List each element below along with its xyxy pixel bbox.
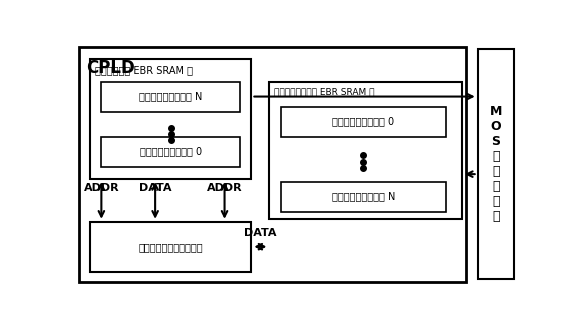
Text: 频率及占空比寄存器 0: 频率及占空比寄存器 0 bbox=[332, 117, 394, 126]
FancyBboxPatch shape bbox=[269, 82, 462, 219]
Text: ADDR: ADDR bbox=[84, 183, 119, 193]
Text: 频率及占空比寄存器 N: 频率及占空比寄存器 N bbox=[332, 192, 395, 202]
Text: M
O
S
管
输
出
模
块: M O S 管 输 出 模 块 bbox=[490, 105, 502, 223]
Text: 高速脉冲输出 EBR SRAM 块: 高速脉冲输出 EBR SRAM 块 bbox=[95, 65, 192, 75]
FancyBboxPatch shape bbox=[280, 107, 446, 136]
Text: 频率及占空比比较状态机: 频率及占空比比较状态机 bbox=[139, 242, 203, 252]
FancyBboxPatch shape bbox=[280, 182, 446, 212]
Text: DATA: DATA bbox=[244, 228, 277, 238]
Text: CPLD: CPLD bbox=[86, 59, 135, 77]
FancyBboxPatch shape bbox=[79, 46, 466, 282]
Text: 频率及占空比寄存器 0: 频率及占空比寄存器 0 bbox=[140, 147, 202, 157]
Text: DATA: DATA bbox=[139, 183, 171, 193]
FancyBboxPatch shape bbox=[90, 59, 251, 179]
FancyBboxPatch shape bbox=[101, 136, 240, 167]
FancyBboxPatch shape bbox=[477, 49, 514, 279]
FancyBboxPatch shape bbox=[90, 222, 251, 272]
Text: 频率及占空比寄存器 N: 频率及占空比寄存器 N bbox=[139, 92, 202, 101]
Text: 高速脉冲输出反馈 EBR SRAM 块: 高速脉冲输出反馈 EBR SRAM 块 bbox=[274, 88, 375, 97]
Text: ADDR: ADDR bbox=[207, 183, 242, 193]
FancyBboxPatch shape bbox=[101, 82, 240, 111]
